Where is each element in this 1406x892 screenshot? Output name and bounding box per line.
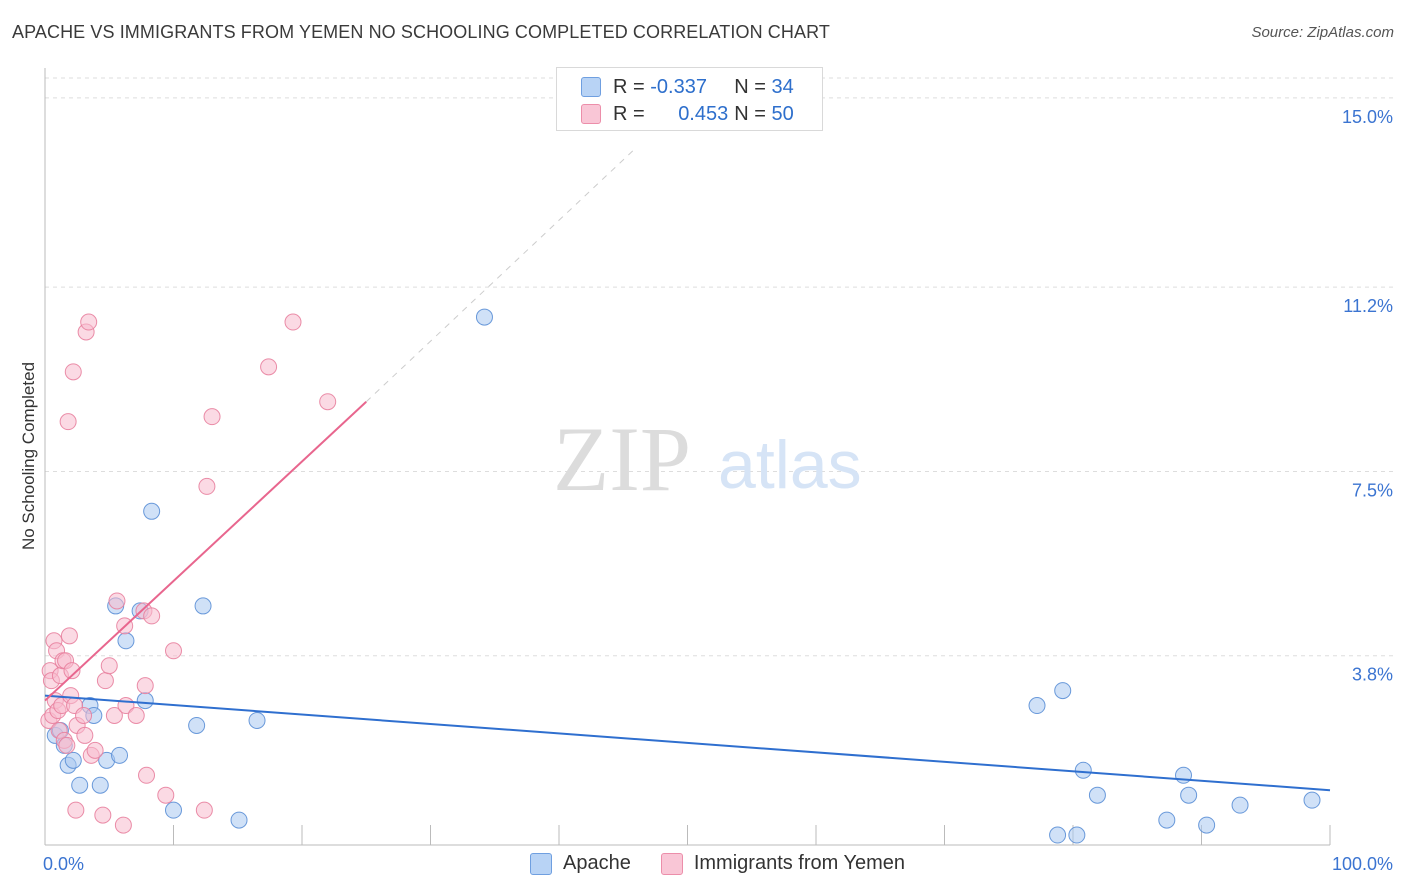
yemen-point <box>64 363 82 381</box>
apache-point <box>117 632 135 650</box>
labels-layer: 3.8% 7.5% 11.2% 15.0% 0.0% 100.0% <box>43 107 1393 874</box>
yemen-point <box>59 413 77 431</box>
chart-title: APACHE VS IMMIGRANTS FROM YEMEN NO SCHOO… <box>12 22 830 42</box>
yemen-point <box>165 642 182 660</box>
apache-point <box>1068 826 1086 844</box>
yemen-point <box>94 806 112 824</box>
apache-trendline <box>44 694 1331 792</box>
yemen-point <box>80 313 98 331</box>
yemen-point <box>136 677 154 695</box>
trend-layer <box>44 147 1331 792</box>
apache-n-value: 34 <box>771 75 794 98</box>
points-layer <box>40 308 1321 844</box>
apache-legend-swatch <box>530 852 552 875</box>
yemen-point <box>105 707 123 725</box>
yemen-point <box>67 801 85 819</box>
apache-point <box>71 776 89 794</box>
apache-point <box>1049 826 1067 844</box>
yemen-trendline <box>44 401 367 702</box>
yemen-point <box>86 741 104 759</box>
yemen-point <box>75 707 93 725</box>
y-axis-label: No Schooling Completed <box>19 362 38 550</box>
yemen-point <box>60 627 78 645</box>
yemen-point <box>319 393 337 411</box>
watermark: ZIP atlas <box>553 408 862 510</box>
legend-item-yemen[interactable]: Immigrants from Yemen <box>660 852 906 875</box>
apache-point <box>143 502 161 520</box>
apache-point <box>1231 796 1249 814</box>
apache-point <box>248 711 266 729</box>
yemen-point <box>203 408 221 426</box>
yemen-point <box>260 358 278 376</box>
apache-point <box>1074 761 1092 779</box>
y-tick-label: 11.2% <box>1343 296 1393 316</box>
yemen-point <box>58 736 76 754</box>
yemen-point <box>114 816 132 834</box>
y-tick-label: 3.8% <box>1352 665 1393 685</box>
yemen-point <box>100 657 118 675</box>
yemen-swatch <box>581 104 601 124</box>
apache-point <box>111 746 129 764</box>
watermark-atlas: atlas <box>718 427 862 503</box>
apache-point <box>230 811 248 829</box>
grid-layer <box>45 77 1395 657</box>
x-tick-label: 0.0% <box>43 854 84 874</box>
apache-point <box>194 597 212 615</box>
apache-point <box>1303 791 1321 809</box>
yemen-legend-swatch <box>660 852 683 875</box>
yemen-r-label: R = <box>613 102 645 125</box>
apache-legend-label: Apache <box>563 852 631 874</box>
apache-point <box>1198 816 1216 834</box>
yemen-legend-label: Immigrants from Yemen <box>693 852 906 874</box>
stats-legend: R = -0.337 N = 34 R = 0.453 N = 50 <box>556 67 823 131</box>
x-tick-label: 100.0% <box>1332 854 1393 874</box>
legend-row-apache: R = -0.337 N = 34 <box>581 74 794 100</box>
yemen-n-value: 50 <box>771 102 794 125</box>
apache-point <box>1175 766 1193 784</box>
apache-point <box>1088 786 1106 804</box>
yemen-point <box>195 801 213 819</box>
apache-point <box>136 692 154 710</box>
source-label: Source: ZipAtlas.com <box>1251 24 1394 41</box>
yemen-point <box>127 707 145 725</box>
y-tick-label: 15.0% <box>1342 107 1393 127</box>
apache-r-label: R = <box>613 75 645 98</box>
apache-point <box>1180 786 1198 804</box>
apache-r-value: -0.337 <box>650 75 707 98</box>
apache-point <box>64 751 82 769</box>
apache-point <box>1158 811 1176 829</box>
apache-point <box>188 716 206 734</box>
apache-point <box>1054 682 1072 700</box>
apache-point <box>1028 697 1046 715</box>
watermark-zip: ZIP <box>553 408 691 510</box>
legend-row-yemen: R = 0.453 N = 50 <box>581 101 794 127</box>
yemen-r-value: 0.453 <box>678 102 729 125</box>
apache-n-label: N = <box>734 75 766 98</box>
yemen-point <box>138 766 156 784</box>
apache-point <box>91 776 109 794</box>
yemen-trendline-extension <box>365 147 637 403</box>
yemen-point <box>108 592 126 610</box>
yemen-point <box>143 607 161 625</box>
yemen-point <box>284 313 302 331</box>
yemen-point <box>76 726 94 744</box>
apache-swatch <box>581 77 601 97</box>
yemen-point <box>157 786 175 804</box>
legend-item-apache[interactable]: Apache <box>530 852 631 875</box>
series-legend: Apache Immigrants from Yemen <box>530 852 935 875</box>
yemen-point <box>198 477 216 495</box>
apache-point <box>475 308 493 326</box>
yemen-point <box>96 672 114 690</box>
y-tick-label: 7.5% <box>1352 480 1393 500</box>
yemen-point <box>63 662 81 680</box>
apache-point <box>165 801 182 819</box>
yemen-n-label: N = <box>734 102 766 125</box>
